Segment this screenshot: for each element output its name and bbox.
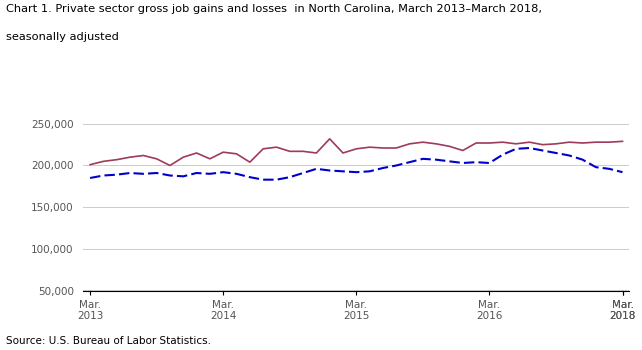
Gross job losses [299, 171, 307, 175]
Gross job gains [459, 148, 467, 153]
Gross job gains [352, 147, 360, 151]
Gross job losses [259, 177, 267, 182]
Gross job losses [552, 151, 560, 155]
Gross job losses [139, 172, 147, 176]
Gross job losses [566, 153, 573, 158]
Gross job gains [366, 145, 374, 149]
Gross job losses [392, 163, 400, 168]
Gross job gains [86, 162, 94, 167]
Gross job gains [446, 144, 453, 148]
Gross job gains [113, 158, 121, 162]
Gross job losses [273, 177, 281, 182]
Gross job gains [220, 150, 227, 154]
Gross job losses [419, 157, 427, 161]
Gross job gains [179, 155, 187, 159]
Text: Chart 1. Private sector gross job gains and losses  in North Carolina, March 201: Chart 1. Private sector gross job gains … [6, 4, 542, 14]
Gross job gains [432, 142, 440, 146]
Gross job losses [206, 172, 214, 176]
Gross job losses [605, 167, 613, 171]
Gross job gains [313, 151, 320, 155]
Gross job gains [605, 140, 613, 144]
Gross job gains [299, 149, 307, 153]
Gross job gains [232, 152, 240, 156]
Gross job losses [619, 170, 627, 174]
Gross job gains [539, 142, 546, 147]
Gross job losses [86, 176, 94, 180]
Gross job gains [100, 159, 107, 163]
Gross job losses [446, 159, 453, 163]
Gross job gains [419, 140, 427, 144]
Gross job gains [379, 146, 386, 150]
Gross job losses [179, 174, 187, 179]
Gross job losses [432, 158, 440, 162]
Gross job losses [366, 169, 374, 174]
Gross job gains [326, 137, 334, 141]
Gross job gains [619, 139, 627, 144]
Line: Gross job losses: Gross job losses [90, 148, 623, 180]
Gross job losses [246, 175, 254, 179]
Gross job losses [539, 148, 546, 153]
Gross job gains [499, 140, 507, 144]
Gross job losses [379, 166, 386, 170]
Gross job losses [352, 170, 360, 174]
Gross job gains [166, 163, 174, 168]
Gross job gains [339, 151, 347, 155]
Gross job losses [286, 175, 293, 179]
Gross job gains [592, 140, 600, 144]
Gross job gains [512, 142, 520, 146]
Gross job gains [126, 155, 134, 159]
Gross job gains [578, 141, 586, 145]
Gross job gains [526, 140, 534, 144]
Gross job gains [286, 149, 293, 153]
Gross job losses [406, 160, 413, 164]
Gross job gains [246, 160, 254, 164]
Gross job gains [485, 141, 493, 145]
Gross job gains [153, 157, 160, 161]
Gross job gains [392, 146, 400, 150]
Gross job gains [406, 142, 413, 146]
Gross job losses [499, 153, 507, 157]
Gross job losses [512, 147, 520, 151]
Gross job losses [232, 172, 240, 176]
Gross job losses [166, 173, 174, 177]
Gross job gains [259, 147, 267, 151]
Gross job losses [193, 171, 200, 175]
Gross job losses [526, 146, 534, 150]
Line: Gross job gains: Gross job gains [90, 139, 623, 166]
Gross job losses [578, 158, 586, 162]
Gross job losses [473, 160, 480, 164]
Gross job gains [206, 157, 214, 161]
Gross job losses [100, 173, 107, 177]
Gross job losses [326, 168, 334, 173]
Gross job losses [113, 173, 121, 177]
Gross job losses [126, 171, 134, 175]
Gross job gains [473, 141, 480, 145]
Gross job losses [592, 165, 600, 169]
Gross job losses [313, 167, 320, 171]
Gross job gains [566, 140, 573, 144]
Gross job losses [220, 170, 227, 174]
Gross job gains [193, 151, 200, 155]
Gross job losses [485, 161, 493, 165]
Text: Source: U.S. Bureau of Labor Statistics.: Source: U.S. Bureau of Labor Statistics. [6, 336, 211, 346]
Gross job losses [339, 169, 347, 174]
Gross job losses [459, 161, 467, 165]
Gross job losses [153, 171, 160, 175]
Gross job gains [552, 142, 560, 146]
Gross job gains [139, 153, 147, 158]
Text: seasonally adjusted: seasonally adjusted [6, 32, 119, 42]
Gross job gains [273, 145, 281, 149]
